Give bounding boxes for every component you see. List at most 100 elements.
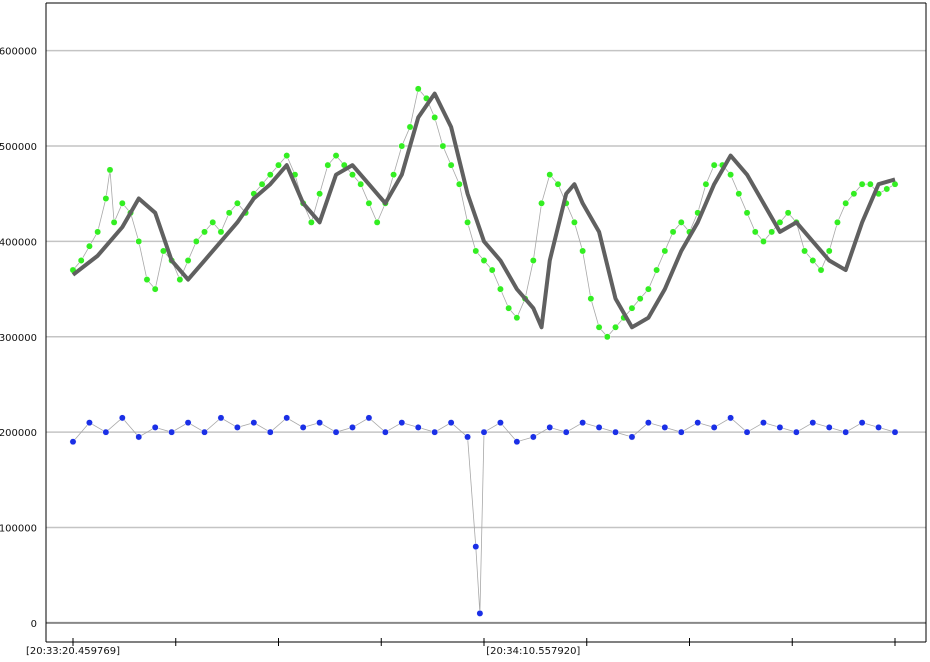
y-axis-tick-labels: 0 100000 200000 300000 400000 500000 600000 [0, 47, 37, 630]
data-point [135, 237, 143, 245]
data-point [184, 419, 192, 427]
data-point [381, 428, 389, 436]
data-point [636, 295, 644, 303]
data-point [776, 423, 784, 431]
x-axis-tick-labels: [20:33:20.459769] [20:34:10.557920] [26, 646, 580, 657]
data-point [110, 218, 118, 226]
data-point [69, 438, 77, 446]
data-point [538, 199, 545, 207]
data-point [784, 209, 792, 217]
data-point [176, 276, 184, 284]
data-point [727, 414, 735, 422]
data-point [743, 428, 751, 436]
data-point [283, 414, 291, 422]
data-point [258, 180, 266, 188]
data-point [661, 423, 669, 431]
data-point [743, 209, 751, 217]
y-tick-label: 600000 [0, 47, 37, 58]
data-point [529, 257, 537, 264]
data-point [398, 419, 406, 427]
y-tick-label: 500000 [0, 142, 37, 153]
data-point [891, 428, 899, 436]
data-point [595, 423, 603, 431]
data-point [233, 423, 241, 431]
data-point [94, 228, 102, 236]
data-point [102, 428, 110, 436]
data-point [677, 428, 685, 436]
data-point [209, 218, 217, 226]
x-tick-label: [20:34:10.557920] [486, 646, 580, 657]
data-point [768, 228, 776, 236]
data-point [476, 609, 484, 617]
data-point [390, 171, 398, 179]
data-point [233, 199, 241, 207]
data-point [307, 218, 315, 226]
x-tick-label: [20:33:20.459769] [26, 646, 120, 657]
data-point [250, 419, 258, 427]
data-point [825, 423, 833, 431]
data-point [595, 323, 603, 331]
data-point [809, 257, 817, 264]
data-point [201, 228, 208, 236]
y-tick-label: 0 [31, 619, 37, 630]
data-point [472, 543, 480, 551]
data-point [513, 314, 521, 322]
data-point [546, 171, 554, 179]
data-point [439, 142, 447, 150]
data-point [299, 423, 307, 431]
data-point [628, 304, 636, 312]
data-point [801, 247, 809, 255]
data-point [858, 180, 866, 188]
data-point [612, 428, 619, 436]
data-point [414, 423, 422, 431]
data-point [554, 180, 562, 188]
data-point [735, 190, 743, 198]
data-point [464, 433, 472, 441]
data-point [266, 171, 274, 179]
data-point [850, 190, 858, 198]
data-point [751, 228, 759, 236]
trend-line [71, 91, 896, 330]
data-point [455, 180, 463, 188]
data-point [332, 152, 340, 160]
data-point [357, 180, 365, 188]
y-tick-label: 400000 [0, 237, 37, 248]
data-point [529, 433, 537, 441]
data-point [653, 266, 661, 274]
data-point [447, 161, 455, 169]
data-point [406, 123, 414, 131]
data-point [143, 276, 151, 284]
data-point [85, 419, 93, 427]
data-point [817, 266, 825, 274]
data-point [727, 171, 735, 179]
data-point [677, 218, 685, 226]
data-point [217, 414, 225, 422]
data-point [414, 85, 422, 93]
data-point [669, 228, 677, 236]
data-point [644, 285, 652, 293]
data-point [431, 113, 439, 121]
y-tick-label: 100000 [0, 524, 37, 535]
data-point [883, 185, 891, 193]
data-point [332, 428, 340, 436]
data-point [505, 304, 513, 312]
data-point [792, 428, 800, 436]
data-point [866, 180, 874, 188]
data-point [349, 171, 356, 179]
data-point [77, 257, 85, 264]
data-point [225, 209, 233, 217]
data-point [628, 433, 636, 441]
data-point [472, 247, 480, 255]
data-point [834, 218, 841, 226]
data-point [710, 161, 718, 169]
data-point [373, 218, 381, 226]
data-point [118, 199, 126, 207]
data-point [106, 166, 114, 174]
data-point [579, 419, 587, 427]
data-point [217, 228, 225, 236]
data-point [316, 190, 324, 198]
data-point [349, 423, 356, 431]
